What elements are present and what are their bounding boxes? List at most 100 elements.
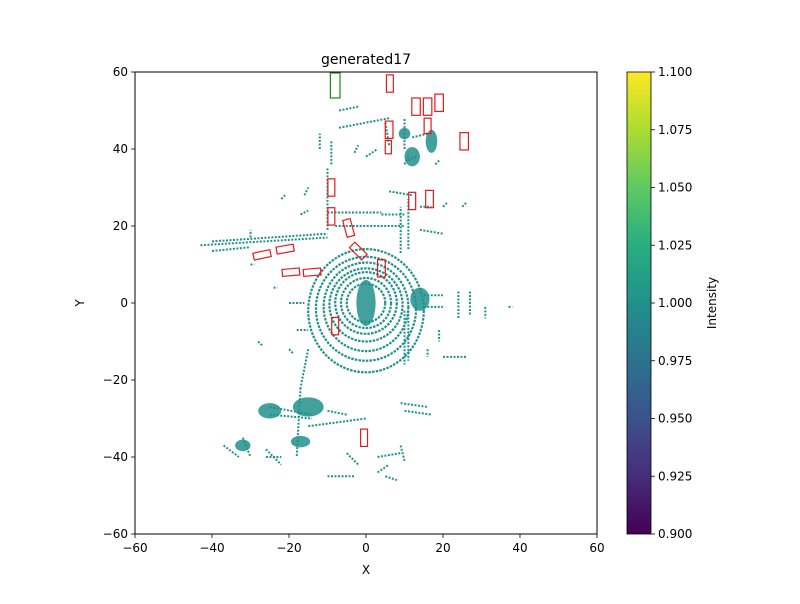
- y-axis: −60 −40 −20 0 20 40 60: [103, 65, 135, 541]
- detection-box-3: [434, 93, 444, 113]
- point-segment-17: [299, 349, 310, 388]
- y-tick-label-6: 60: [113, 65, 128, 79]
- point-cluster-8: [398, 127, 411, 140]
- detection-box-10: [425, 189, 434, 209]
- x-axis: −60 −40 −20 0 20 40 60: [122, 534, 605, 555]
- detection-box-17: [281, 267, 301, 278]
- detection-box-9: [408, 191, 417, 211]
- point-segment-49: [442, 202, 448, 208]
- points-layer: [200, 105, 513, 482]
- point-segment-51: [461, 202, 467, 208]
- point-cluster-7: [404, 147, 420, 167]
- x-tick-label-2: −20: [276, 541, 301, 555]
- colorbar: [626, 71, 652, 535]
- point-segment-28: [376, 463, 390, 474]
- y-tick-label-1: −40: [103, 450, 128, 464]
- colorbar-tick-label-1: 0.925: [658, 469, 692, 483]
- detection-box-13: [348, 241, 368, 261]
- y-tick-label-4: 20: [113, 219, 128, 233]
- point-segment-62: [384, 121, 391, 146]
- point-segment-27: [346, 452, 360, 466]
- point-ring-2: [334, 271, 398, 335]
- point-segment-1: [211, 232, 328, 243]
- point-cluster-4: [290, 435, 311, 448]
- point-cluster-3: [235, 439, 251, 452]
- point-segment-12: [388, 190, 413, 197]
- detection-box-15: [252, 248, 272, 261]
- y-tick-label-0: −60: [103, 527, 128, 541]
- detection-box-0: [385, 74, 394, 93]
- point-cluster-2: [258, 403, 282, 419]
- point-segment-24: [400, 402, 428, 408]
- detection-box-6: [459, 132, 470, 151]
- point-segment-33: [384, 475, 398, 482]
- point-ring-6: [307, 248, 425, 374]
- colorbar-label: Intensity: [705, 277, 719, 329]
- x-axis-label: X: [362, 563, 370, 577]
- point-ring-1: [339, 276, 393, 330]
- detection-box-7: [384, 139, 393, 155]
- point-cluster-5: [410, 287, 430, 311]
- colorbar-tick-label-6: 1.050: [658, 181, 692, 195]
- boxes-layer: [252, 72, 470, 448]
- point-segment-31: [265, 448, 283, 466]
- point-segment-23: [327, 409, 347, 416]
- x-tick-label-0: −60: [122, 541, 147, 555]
- x-tick-label-5: 40: [512, 541, 527, 555]
- detection-box-5: [423, 117, 432, 135]
- point-segment-60: [280, 194, 286, 200]
- point-segment-2: [211, 246, 251, 253]
- x-tick-label-6: 60: [589, 541, 604, 555]
- x-tick-label-4: 20: [435, 541, 450, 555]
- detection-box-18: [302, 267, 322, 278]
- point-cluster-6: [425, 129, 438, 153]
- point-segment-64: [353, 144, 360, 154]
- colorbar-tick-label-5: 1.025: [658, 238, 692, 252]
- detection-box-14: [275, 243, 295, 255]
- point-ring-3: [328, 267, 404, 343]
- y-tick-label-2: −20: [103, 373, 128, 387]
- detection-box-8: [327, 178, 336, 197]
- point-segment-58: [288, 348, 294, 354]
- point-segment-46: [411, 132, 428, 139]
- detection-box-4: [384, 120, 394, 140]
- colorbar-tick-label-8: 1.100: [658, 65, 692, 79]
- x-tick-label-3: 0: [362, 541, 370, 555]
- point-segment-52: [419, 228, 444, 235]
- point-cluster-0: [356, 279, 376, 327]
- point-segment-0: [200, 236, 328, 247]
- y-tick-label-3: 0: [120, 296, 128, 310]
- point-segment-8: [338, 105, 359, 112]
- detection-box-2: [422, 97, 433, 116]
- detection-box-11: [327, 207, 336, 226]
- colorbar-tick-label-3: 0.975: [658, 354, 692, 368]
- detection-box-12: [341, 217, 356, 239]
- detection-box-1: [411, 97, 421, 116]
- point-segment-61: [303, 187, 310, 196]
- ground-truth-box-0: [329, 72, 341, 99]
- colorbar-ticks: 0.900 0.925 0.950 0.975 1.000 1.025 1.050 1.075…: [651, 65, 692, 541]
- point-segment-26: [377, 452, 401, 458]
- point-segment-59: [300, 209, 309, 216]
- detection-box-20: [360, 428, 369, 448]
- x-tick-label-1: −40: [199, 541, 224, 555]
- colorbar-tick-label-7: 1.075: [658, 123, 692, 137]
- point-segment-22: [308, 417, 367, 428]
- point-segment-57: [257, 340, 263, 347]
- point-cluster-1: [292, 397, 324, 417]
- chart-title: generated17: [321, 52, 411, 68]
- detection-box-19: [331, 316, 340, 336]
- point-segment-29: [399, 445, 406, 462]
- colorbar-tick-label-0: 0.900: [658, 527, 692, 541]
- y-axis-label: Y: [73, 299, 87, 308]
- point-segment-48: [434, 159, 440, 166]
- point-segment-63: [365, 148, 379, 158]
- point-segment-7: [338, 117, 390, 129]
- point-segment-25: [404, 409, 432, 416]
- y-tick-label-5: 40: [113, 142, 128, 156]
- detection-box-16: [376, 259, 386, 278]
- colorbar-tick-label-4: 1.000: [658, 296, 692, 310]
- colorbar-tick-label-2: 0.950: [658, 412, 692, 426]
